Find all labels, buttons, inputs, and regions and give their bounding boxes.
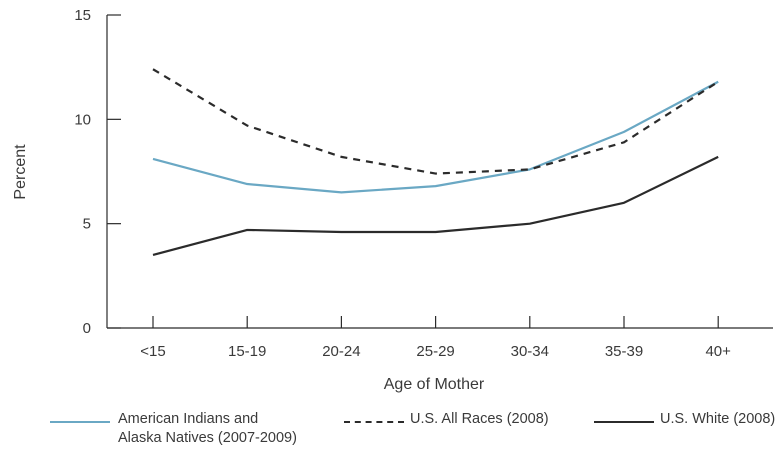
axes xyxy=(106,15,773,329)
legend-label-us-all-races: U.S. All Races (2008) xyxy=(410,411,549,427)
y-tick-label: 0 xyxy=(83,320,91,337)
legend-label-aian-line-2: Alaska Natives (2007-2009) xyxy=(118,430,297,446)
x-tick-label: <15 xyxy=(140,343,165,360)
y-tick-label: 15 xyxy=(74,7,91,24)
y-tick-label: 5 xyxy=(83,216,91,233)
x-tick-label: 40+ xyxy=(705,343,731,360)
legend-label-aian-line-1: American Indians and xyxy=(118,411,259,427)
legend-label-us-white: U.S. White (2008) xyxy=(660,411,776,427)
line-chart: 0 5 10 15 <15 15-19 20-24 25-29 30-34 35-39 40+ P… xyxy=(12,7,773,393)
legend-swatch-us-all-races xyxy=(344,421,404,423)
y-ticks: 0 5 10 15 xyxy=(74,7,121,337)
x-tick-label: 15-19 xyxy=(228,343,266,360)
legend-label-aian: American Indians and Alaska Natives (200… xyxy=(118,410,297,448)
x-tick-label: 25-29 xyxy=(416,343,454,360)
y-tick-label: 10 xyxy=(74,111,91,128)
series-line-us-white xyxy=(152,155,719,257)
x-axis-title: Age of Mother xyxy=(384,376,485,393)
series-layer xyxy=(152,68,719,257)
series-line-us-all-races xyxy=(152,68,719,175)
x-tick-label: 30-34 xyxy=(511,343,549,360)
x-tick-label: 35-39 xyxy=(605,343,643,360)
x-ticks: <15 15-19 20-24 25-29 30-34 35-39 40+ xyxy=(140,316,731,360)
legend: American Indians and Alaska Natives (200… xyxy=(0,410,784,453)
legend-swatch-us-white xyxy=(594,421,654,423)
y-axis-title: Percent xyxy=(12,144,29,200)
legend-swatch-aian xyxy=(50,421,110,423)
x-tick-label: 20-24 xyxy=(322,343,360,360)
